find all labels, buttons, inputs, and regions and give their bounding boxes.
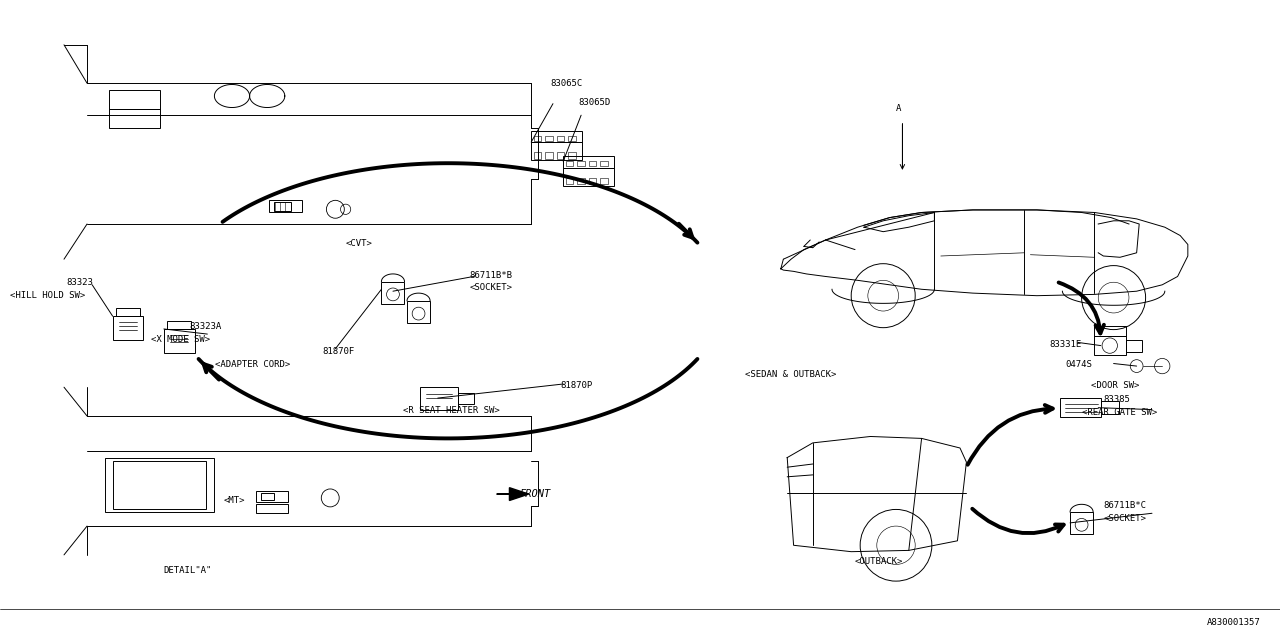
Text: 83323A: 83323A (189, 322, 221, 331)
Bar (256, 491, 288, 502)
Bar (531, 142, 582, 160)
Text: 0474S: 0474S (1065, 360, 1092, 369)
Text: <ADAPTER CORD>: <ADAPTER CORD> (215, 360, 291, 369)
Bar (531, 131, 582, 142)
Text: A: A (896, 104, 901, 113)
Bar (577, 161, 585, 166)
Bar (563, 156, 614, 168)
Bar (115, 308, 141, 316)
Text: <REAR GATE SW>: <REAR GATE SW> (1082, 408, 1157, 417)
Bar (420, 387, 458, 410)
Bar (109, 109, 160, 128)
Bar (589, 178, 596, 184)
Text: 83331E: 83331E (1050, 340, 1082, 349)
Bar (600, 178, 608, 184)
Bar (545, 152, 553, 159)
Text: <MT>: <MT> (224, 496, 246, 505)
Text: 83065D: 83065D (579, 98, 611, 107)
Text: <R SEAT HEATER SW>: <R SEAT HEATER SW> (403, 406, 500, 415)
Bar (557, 136, 564, 141)
Bar (545, 136, 553, 141)
Text: FRONT: FRONT (520, 489, 550, 499)
Bar (1126, 340, 1142, 352)
Text: <CVT>: <CVT> (346, 239, 372, 248)
Bar (109, 90, 160, 109)
Bar (256, 504, 288, 513)
Text: <SOCKET>: <SOCKET> (1103, 514, 1147, 523)
Text: <SEDAN & OUTBACK>: <SEDAN & OUTBACK> (745, 370, 836, 379)
Text: 81870F: 81870F (323, 348, 355, 356)
Bar (566, 178, 573, 184)
Bar (1060, 398, 1101, 417)
Bar (566, 161, 573, 166)
Bar (589, 161, 596, 166)
Text: <DOOR SW>: <DOOR SW> (1091, 381, 1139, 390)
Bar (105, 458, 214, 512)
Bar (269, 200, 302, 212)
Text: 83323: 83323 (67, 278, 93, 287)
Bar (534, 136, 541, 141)
Text: <HILL HOLD SW>: <HILL HOLD SW> (10, 291, 86, 300)
Bar (1094, 326, 1126, 336)
Bar (261, 493, 274, 500)
Bar (568, 136, 576, 141)
Bar (381, 282, 404, 304)
Bar (557, 152, 564, 159)
Bar (1101, 401, 1119, 414)
Polygon shape (497, 488, 529, 500)
Bar (458, 393, 474, 404)
Text: <X MODE SW>: <X MODE SW> (151, 335, 210, 344)
Bar (407, 301, 430, 323)
Text: 86711B*B: 86711B*B (470, 271, 513, 280)
Bar (166, 321, 192, 329)
Bar (1094, 336, 1126, 355)
Text: DETAIL"A": DETAIL"A" (164, 566, 212, 575)
Bar (113, 316, 143, 340)
Bar (563, 168, 614, 186)
Text: <OUTBACK>: <OUTBACK> (855, 557, 904, 566)
Bar (568, 152, 576, 159)
Text: 83065C: 83065C (550, 79, 582, 88)
Bar (600, 161, 608, 166)
Text: 83385: 83385 (1103, 396, 1130, 404)
Text: A830001357: A830001357 (1207, 618, 1261, 627)
Bar (274, 202, 291, 211)
Bar (113, 461, 206, 509)
Text: 81870P: 81870P (561, 381, 593, 390)
Bar (1070, 512, 1093, 534)
Bar (577, 178, 585, 184)
Text: 86711B*C: 86711B*C (1103, 501, 1147, 510)
Bar (164, 329, 195, 353)
Text: <SOCKET>: <SOCKET> (470, 284, 513, 292)
Bar (534, 152, 541, 159)
